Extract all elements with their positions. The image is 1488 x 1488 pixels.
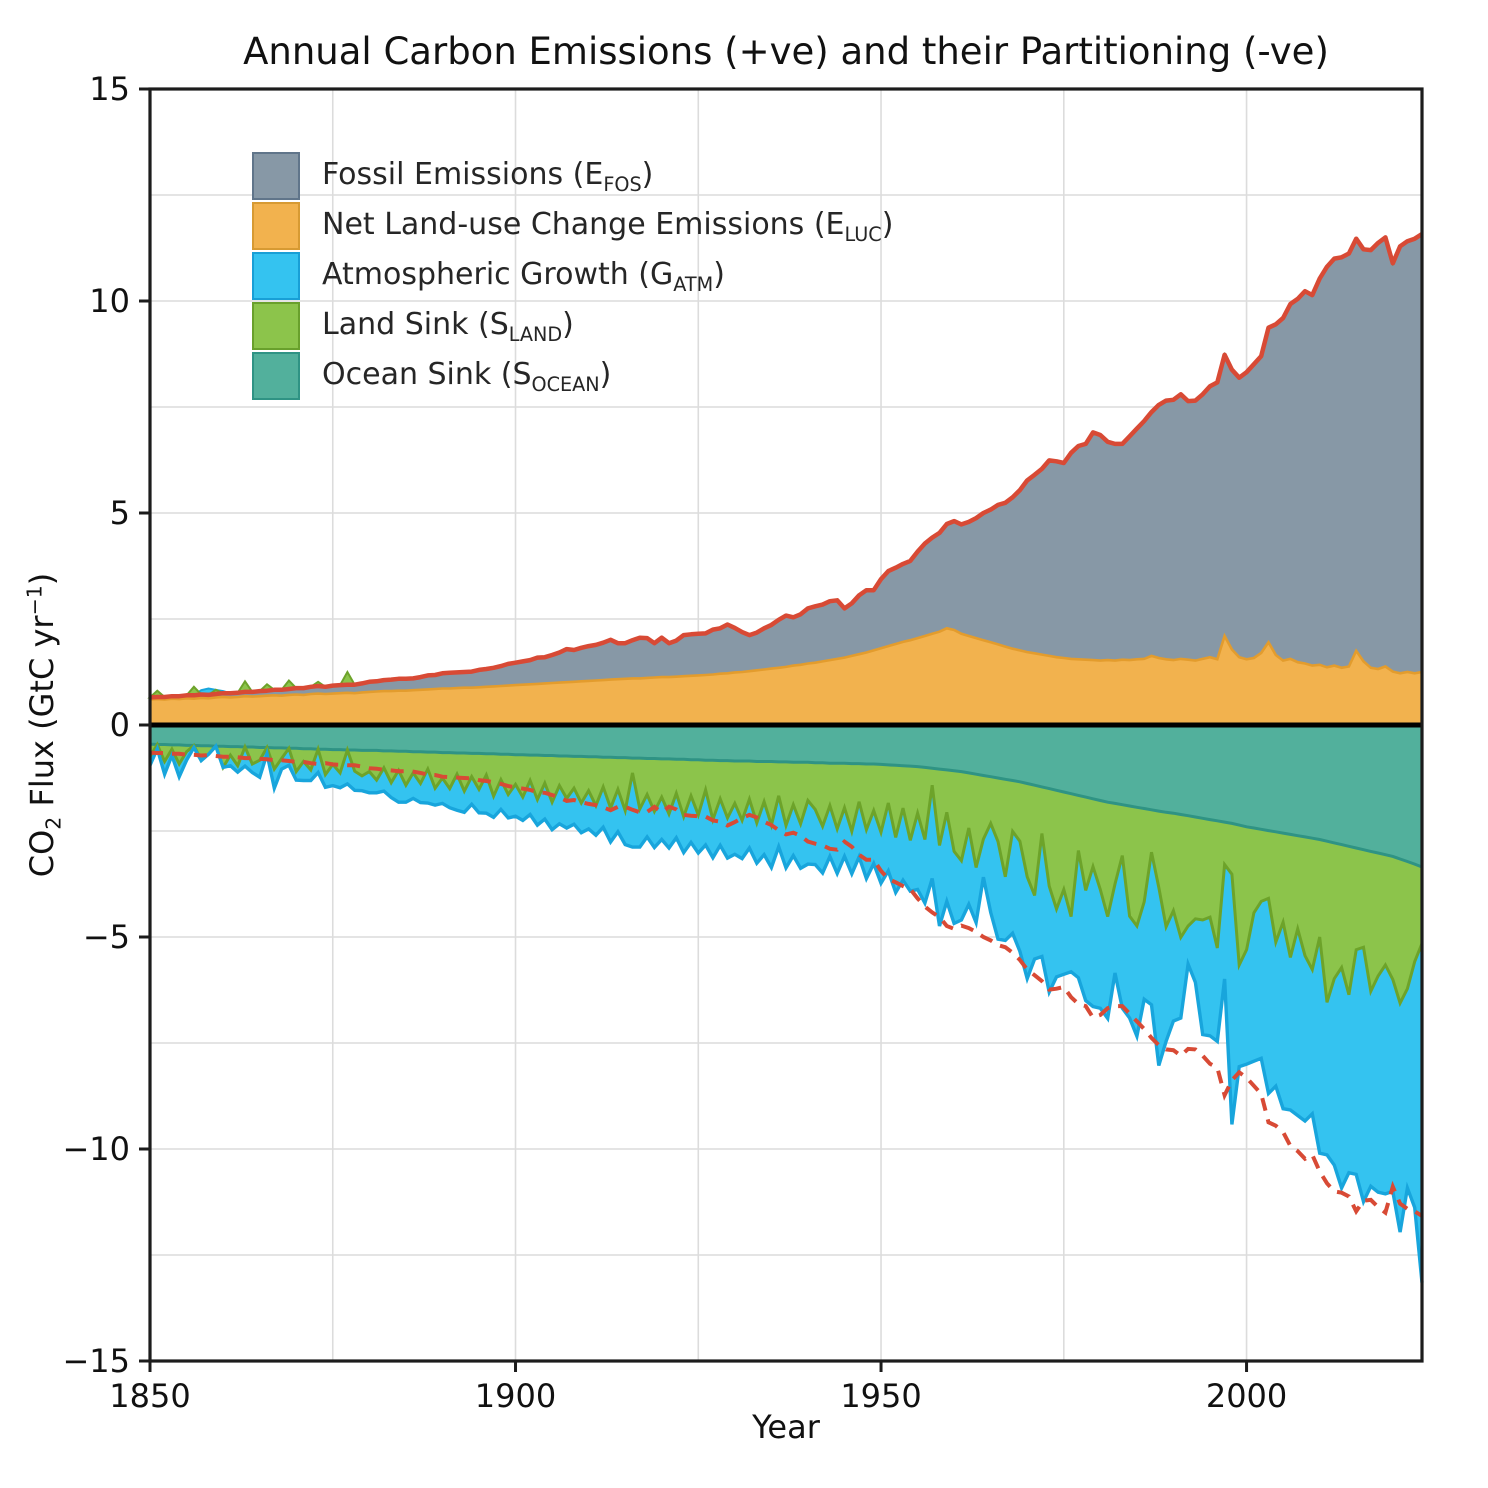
legend-label-text: Fossil Emissions (E [322, 156, 604, 192]
legend-label-subscript: LAND [508, 322, 563, 346]
landuse-emissions-area [150, 628, 1422, 725]
legend-item-ocean-sink: Ocean Sink (SOCEAN) [252, 351, 893, 401]
x-tick-label: 1950 [840, 1377, 921, 1415]
fossil-emissions-area [150, 234, 1422, 700]
ocean-sink-swatch [252, 352, 300, 400]
y-axis-label-superscript: −1 [22, 585, 47, 616]
ocean-sink-area [150, 725, 1422, 867]
y-tick-label: 10 [89, 282, 130, 320]
legend-label: Atmospheric Growth (GATM) [322, 257, 725, 296]
y-tick-label: 15 [89, 70, 130, 108]
land-sink-swatch [252, 302, 300, 350]
land-sink-edge [148, 741, 1424, 1008]
legend-label-subscript: OCEAN [531, 372, 600, 396]
legend-label-text: Land Sink (S [322, 306, 509, 342]
legend-label-subscript: ATM [673, 272, 714, 296]
y-tick-label: −10 [62, 1130, 130, 1168]
legend-label-text: Atmospheric Growth (G [322, 256, 674, 292]
chart-title: Annual Carbon Emissions (+ve) and their … [243, 30, 1329, 73]
y-tick-label: −5 [83, 918, 130, 956]
legend-label: Net Land-use Change Emissions (ELUC) [322, 207, 893, 246]
y-tick-label: −15 [62, 1342, 130, 1380]
mirrored-total-emissions-dashed-line [149, 750, 1424, 1218]
y-tick-label: 5 [110, 494, 130, 532]
land-sink-area [150, 744, 1422, 1004]
x-tick-label: 2000 [1206, 1377, 1287, 1415]
legend-label-subscript: LUC [844, 222, 882, 246]
legend-label-text: ) [599, 356, 612, 392]
legend-label-text: ) [562, 306, 574, 342]
legend-label: Fossil Emissions (EFOS) [322, 157, 653, 196]
legend-item-land-sink: Land Sink (SLAND) [252, 301, 893, 351]
legend-label-subscript: FOS [603, 172, 642, 196]
legend-label-text: Ocean Sink (S [322, 356, 532, 392]
y-axis-label-text: ) [23, 572, 62, 586]
landuse-top-edge [149, 626, 1423, 701]
legend-label: Ocean Sink (SOCEAN) [322, 357, 611, 396]
y-tick-label: 0 [110, 706, 130, 744]
total-emissions-line [149, 232, 1424, 700]
y-axis-label-subscript: 2 [41, 816, 66, 830]
atmospheric-growth-swatch [252, 252, 300, 300]
legend-label-text: ) [713, 256, 725, 292]
atmospheric-growth-area [150, 744, 1422, 1283]
legend-label-text: ) [881, 206, 894, 242]
x-tick-label: 1850 [109, 1377, 190, 1415]
legend-item-atmospheric-growth: Atmospheric Growth (GATM) [252, 251, 893, 301]
ocean-sink-edge [149, 742, 1423, 869]
legend-label: Land Sink (SLAND) [322, 307, 574, 346]
x-axis-label: Year [752, 1408, 820, 1446]
x-tick-label: 1900 [475, 1377, 556, 1415]
atmospheric-growth-edge [148, 742, 1424, 1283]
y-axis-label-text: Flux (GtC yr [23, 615, 62, 817]
legend: Fossil Emissions (EFOS) Net Land-use Cha… [252, 151, 893, 401]
legend-label-text: Net Land-use Change Emissions (E [322, 206, 845, 242]
fossil-emissions-swatch [252, 152, 300, 200]
y-axis-label: CO2 Flux (GtC yr−1) [22, 573, 65, 878]
legend-item-fossil-emissions: Fossil Emissions (EFOS) [252, 151, 893, 201]
landuse-emissions-swatch [252, 202, 300, 250]
legend-item-landuse-emissions: Net Land-use Change Emissions (ELUC) [252, 201, 893, 251]
legend-label-text: ) [641, 156, 654, 192]
y-axis-label-text: CO [23, 829, 62, 878]
